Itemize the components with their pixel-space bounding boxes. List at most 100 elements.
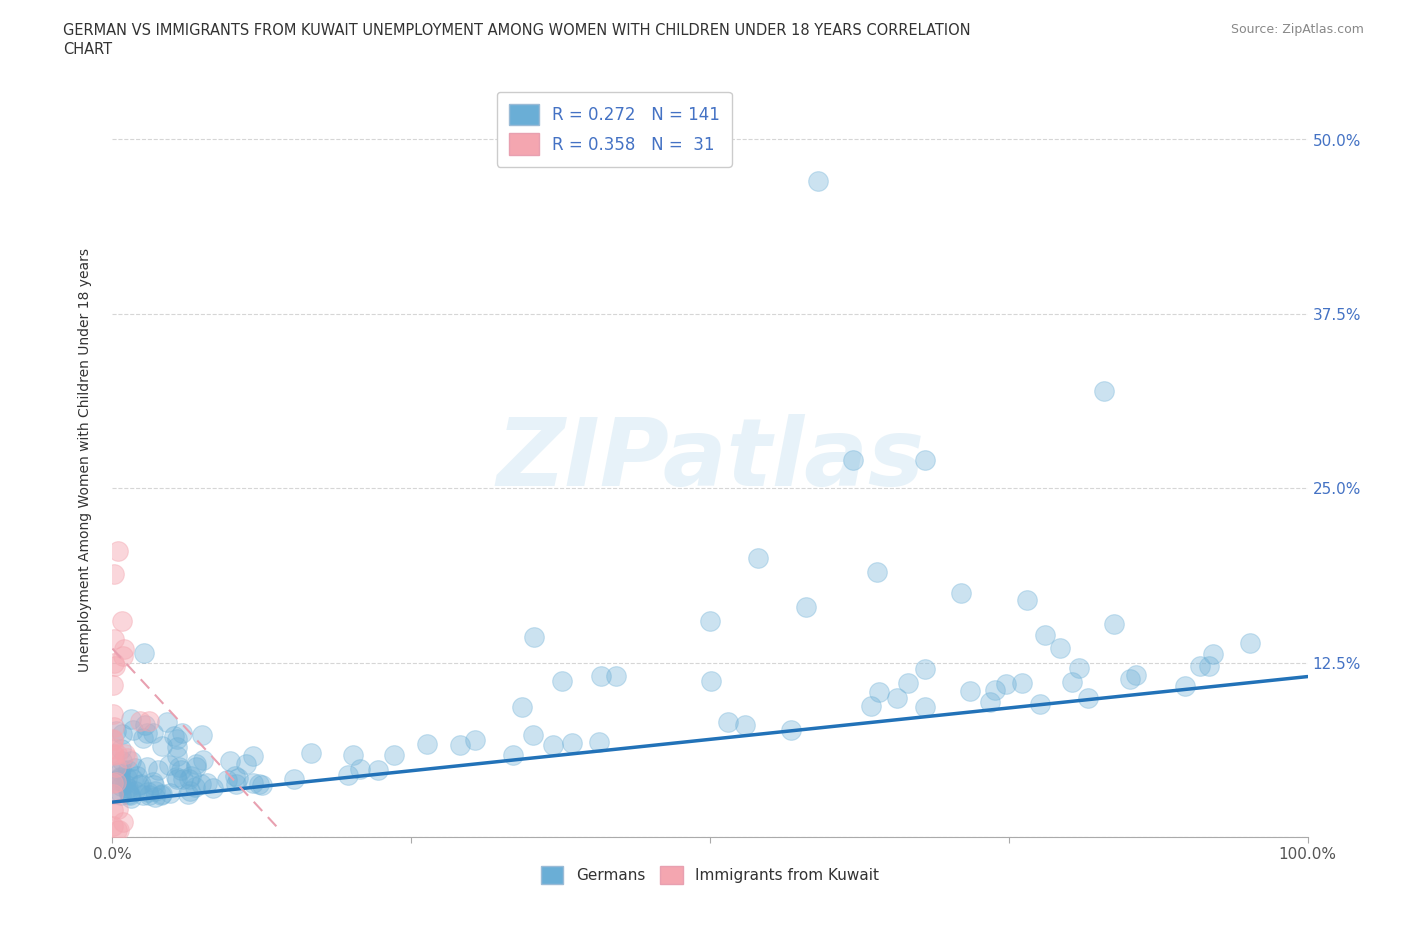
Point [101, 732, 124, 747]
Point [143, 783, 166, 798]
Point [224, 769, 246, 784]
Y-axis label: Unemployment Among Women with Children Under 18 years: Unemployment Among Women with Children U… [77, 248, 91, 672]
Point [1125, 668, 1147, 683]
Point [101, 740, 124, 755]
Point [588, 735, 610, 750]
Point [136, 785, 159, 800]
Point [283, 772, 305, 787]
Point [250, 777, 273, 792]
Point [179, 783, 201, 798]
Point [1011, 676, 1033, 691]
Point [1049, 640, 1071, 655]
Point [127, 768, 149, 783]
Point [103, 566, 125, 581]
Point [142, 725, 165, 740]
Point [995, 676, 1018, 691]
Point [101, 787, 124, 802]
Point [114, 642, 135, 657]
Point [132, 730, 155, 745]
Point [120, 754, 142, 769]
Point [124, 761, 146, 776]
Point [146, 763, 169, 777]
Point [166, 772, 188, 787]
Point [143, 777, 166, 792]
Point [177, 787, 200, 802]
Point [299, 745, 322, 760]
Point [129, 713, 152, 728]
Point [502, 748, 524, 763]
Point [114, 777, 136, 791]
Point [551, 673, 574, 688]
Point [868, 684, 890, 699]
Point [1060, 674, 1083, 689]
Point [101, 678, 124, 693]
Point [794, 600, 817, 615]
Point [1015, 593, 1038, 608]
Point [184, 757, 207, 772]
Point [415, 737, 437, 751]
Point [1029, 697, 1052, 711]
Point [114, 747, 136, 762]
Point [143, 790, 166, 804]
Point [561, 736, 583, 751]
Point [108, 769, 131, 784]
Point [589, 669, 612, 684]
Point [101, 732, 124, 747]
Point [242, 749, 264, 764]
Point [111, 754, 134, 769]
Point [1104, 617, 1126, 631]
Point [169, 760, 191, 775]
Point [120, 788, 142, 803]
Point [979, 694, 1001, 709]
Point [136, 759, 159, 774]
Point [104, 760, 127, 775]
Point [110, 762, 132, 777]
Point [166, 739, 188, 754]
Point [142, 774, 165, 789]
Point [1188, 658, 1211, 673]
Point [134, 717, 156, 732]
Point [734, 718, 756, 733]
Point [122, 772, 145, 787]
Point [105, 747, 128, 762]
Point [101, 803, 124, 817]
Point [150, 739, 173, 754]
Point [170, 725, 193, 740]
Point [110, 788, 132, 803]
Point [914, 453, 936, 468]
Point [1033, 628, 1056, 643]
Point [170, 763, 193, 777]
Point [136, 725, 159, 740]
Point [163, 728, 186, 743]
Point [103, 776, 125, 790]
Point [342, 748, 364, 763]
Point [118, 787, 141, 802]
Point [166, 749, 188, 764]
Point [984, 683, 1007, 698]
Point [716, 714, 738, 729]
Point [115, 771, 138, 786]
Point [104, 659, 127, 674]
Point [190, 777, 212, 791]
Point [1077, 691, 1099, 706]
Point [541, 737, 564, 752]
Point [101, 818, 124, 833]
Point [120, 711, 142, 726]
Point [104, 775, 127, 790]
Point [108, 764, 131, 779]
Point [138, 713, 160, 728]
Point [914, 662, 936, 677]
Point [107, 543, 129, 558]
Point [110, 778, 132, 793]
Point [523, 630, 546, 644]
Point [103, 631, 125, 646]
Point [959, 684, 981, 698]
Point [129, 777, 152, 791]
Text: Source: ZipAtlas.com: Source: ZipAtlas.com [1230, 23, 1364, 36]
Point [132, 788, 155, 803]
Point [166, 732, 188, 747]
Point [103, 656, 125, 671]
Point [103, 748, 125, 763]
Point [950, 586, 973, 601]
Point [117, 751, 139, 765]
